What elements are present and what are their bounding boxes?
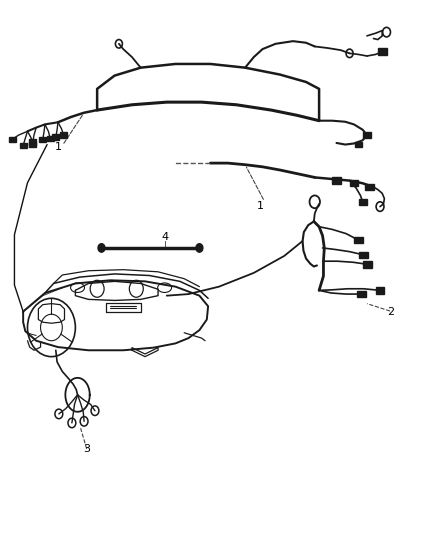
Text: 3: 3 — [83, 445, 90, 455]
Bar — [355, 142, 362, 147]
Bar — [60, 132, 67, 138]
Bar — [332, 177, 341, 184]
Bar — [47, 135, 53, 141]
Text: 4: 4 — [161, 232, 168, 243]
Bar — [39, 136, 46, 142]
Bar — [29, 139, 36, 144]
Bar — [357, 291, 366, 297]
Text: 1: 1 — [54, 142, 61, 152]
Text: 2: 2 — [387, 306, 395, 317]
Bar — [29, 142, 36, 147]
Bar — [378, 49, 387, 55]
Bar — [365, 184, 374, 190]
Bar — [376, 287, 385, 294]
Bar — [359, 199, 367, 205]
Circle shape — [98, 244, 105, 252]
Bar — [354, 237, 363, 243]
Bar — [359, 252, 368, 258]
Bar — [363, 132, 371, 138]
Bar — [350, 180, 358, 187]
Bar — [9, 136, 16, 142]
Bar — [52, 134, 59, 140]
Bar — [364, 261, 372, 268]
Text: 1: 1 — [257, 200, 264, 211]
Circle shape — [196, 244, 203, 252]
Bar — [20, 143, 27, 148]
